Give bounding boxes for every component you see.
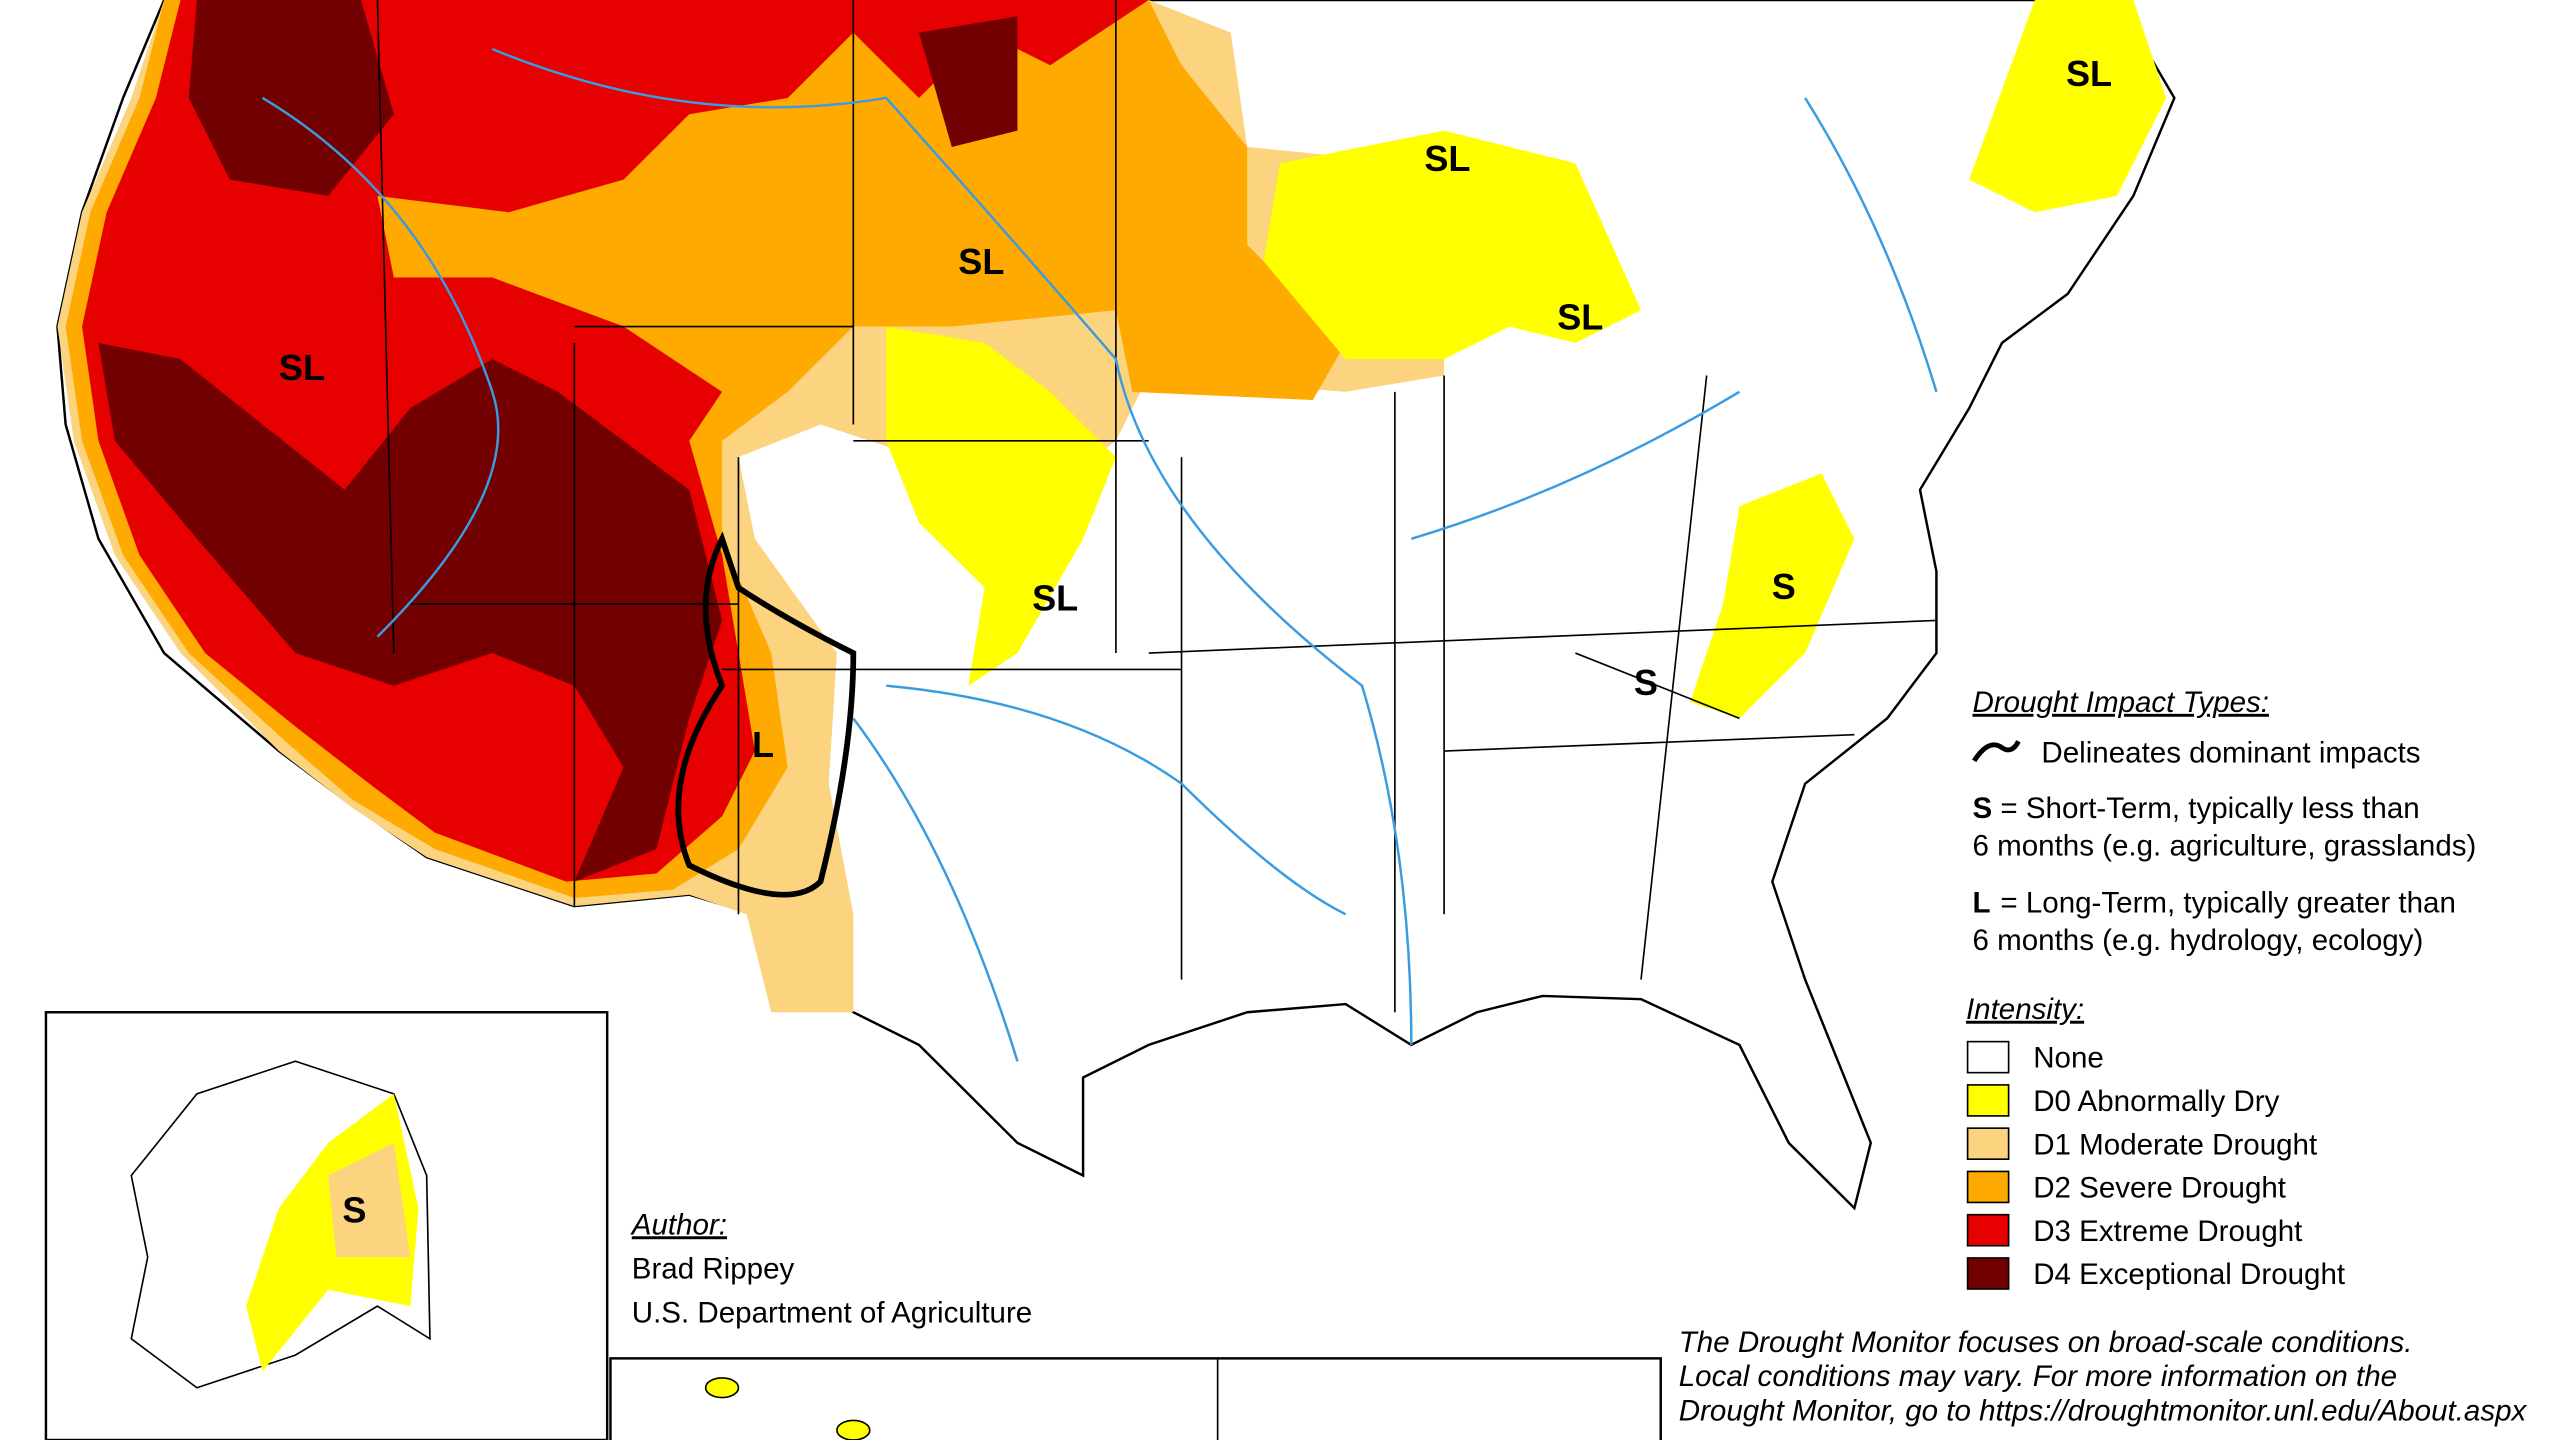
- author-block: Author: Brad Rippey U.S. Department of A…: [630, 1208, 1032, 1329]
- impact-line: [675, 531, 857, 898]
- legend-text: Delineates dominant impacts: [2041, 737, 2420, 770]
- map-label: S: [342, 1190, 366, 1231]
- map-label: SL: [1557, 297, 1603, 338]
- legend-key: L: [1973, 887, 1991, 920]
- rivers: [261, 47, 1938, 1062]
- inset-frame: [609, 1357, 1662, 1440]
- legend-title: Drought Impact Types:: [1973, 686, 2270, 719]
- state-borders: [376, 0, 1937, 1013]
- map-label: SL: [958, 241, 1004, 282]
- island: [836, 1419, 871, 1440]
- impact-line-key: [1972, 740, 2021, 763]
- legend-label: D3 Extreme Drought: [2033, 1215, 2302, 1248]
- legend-label: D1 Moderate Drought: [2033, 1128, 2317, 1161]
- hawaii-pr-inset: [609, 1357, 1662, 1440]
- alaska-inset: [44, 1011, 609, 1440]
- map-label: S: [1634, 662, 1658, 703]
- d4-area: [188, 0, 394, 196]
- legend-title: Intensity:: [1966, 993, 2084, 1026]
- legend-label: None: [2033, 1042, 2104, 1075]
- d0-area: [886, 326, 1116, 686]
- legend-swatch: [1966, 1040, 2010, 1074]
- legend-swatch: [1966, 1084, 2010, 1117]
- d4-area: [918, 16, 1018, 147]
- d0-area: [1690, 473, 1855, 719]
- d4-area: [98, 342, 723, 882]
- author-org: U.S. Department of Agriculture: [632, 1297, 1032, 1330]
- legend-swatch: [1966, 1127, 2010, 1160]
- d0-area: [1263, 130, 1642, 360]
- legend-swatch: [1966, 1257, 2010, 1290]
- legend-swatch: [1966, 1213, 2010, 1247]
- legend-label: D4 Exceptional Drought: [2033, 1258, 2345, 1291]
- impact-legend: Drought Impact Types: Delineates dominan…: [1966, 686, 2476, 1026]
- map-label: S: [1772, 566, 1796, 607]
- map-label: SL: [1032, 577, 1078, 618]
- note-line: Drought Monitor, go to https://droughtmo…: [1679, 1394, 2528, 1427]
- map-label: SL: [1424, 138, 1470, 179]
- island: [704, 1377, 740, 1399]
- map-label: SL: [2066, 53, 2112, 94]
- author-name: Brad Rippey: [632, 1252, 795, 1285]
- legend-text: 6 months (e.g. hydrology, ecology): [1973, 924, 2424, 957]
- legend-key: S: [1973, 792, 1993, 825]
- legend-swatch: [1966, 1170, 2010, 1204]
- legend-label: D0 Abnormally Dry: [2033, 1085, 2279, 1118]
- legend-label: D2 Severe Drought: [2033, 1172, 2286, 1205]
- author-title: Author:: [630, 1208, 727, 1241]
- legend-text: = Short-Term, typically less than: [2000, 792, 2419, 825]
- legend-text: = Long-Term, typically greater than: [2000, 887, 2455, 920]
- note-line: The Drought Monitor focuses on broad-sca…: [1679, 1326, 2413, 1359]
- map-labels: SL SL SL SL SL SL S S S L: [279, 53, 2112, 1230]
- legend-text: 6 months (e.g. agriculture, grasslands): [1973, 830, 2477, 863]
- d0-area: [1969, 0, 2167, 213]
- conus: [56, 0, 2176, 1211]
- footnote: The Drought Monitor focuses on broad-sca…: [1679, 1326, 2528, 1427]
- map-label: L: [752, 724, 774, 765]
- d1-area: [328, 1142, 411, 1258]
- map-label: SL: [279, 347, 325, 388]
- intensity-legend: None D0 Abnormally Dry D1 Moderate Drought…: [1966, 1040, 2345, 1291]
- note-line: Local conditions may vary. For more info…: [1679, 1360, 2397, 1393]
